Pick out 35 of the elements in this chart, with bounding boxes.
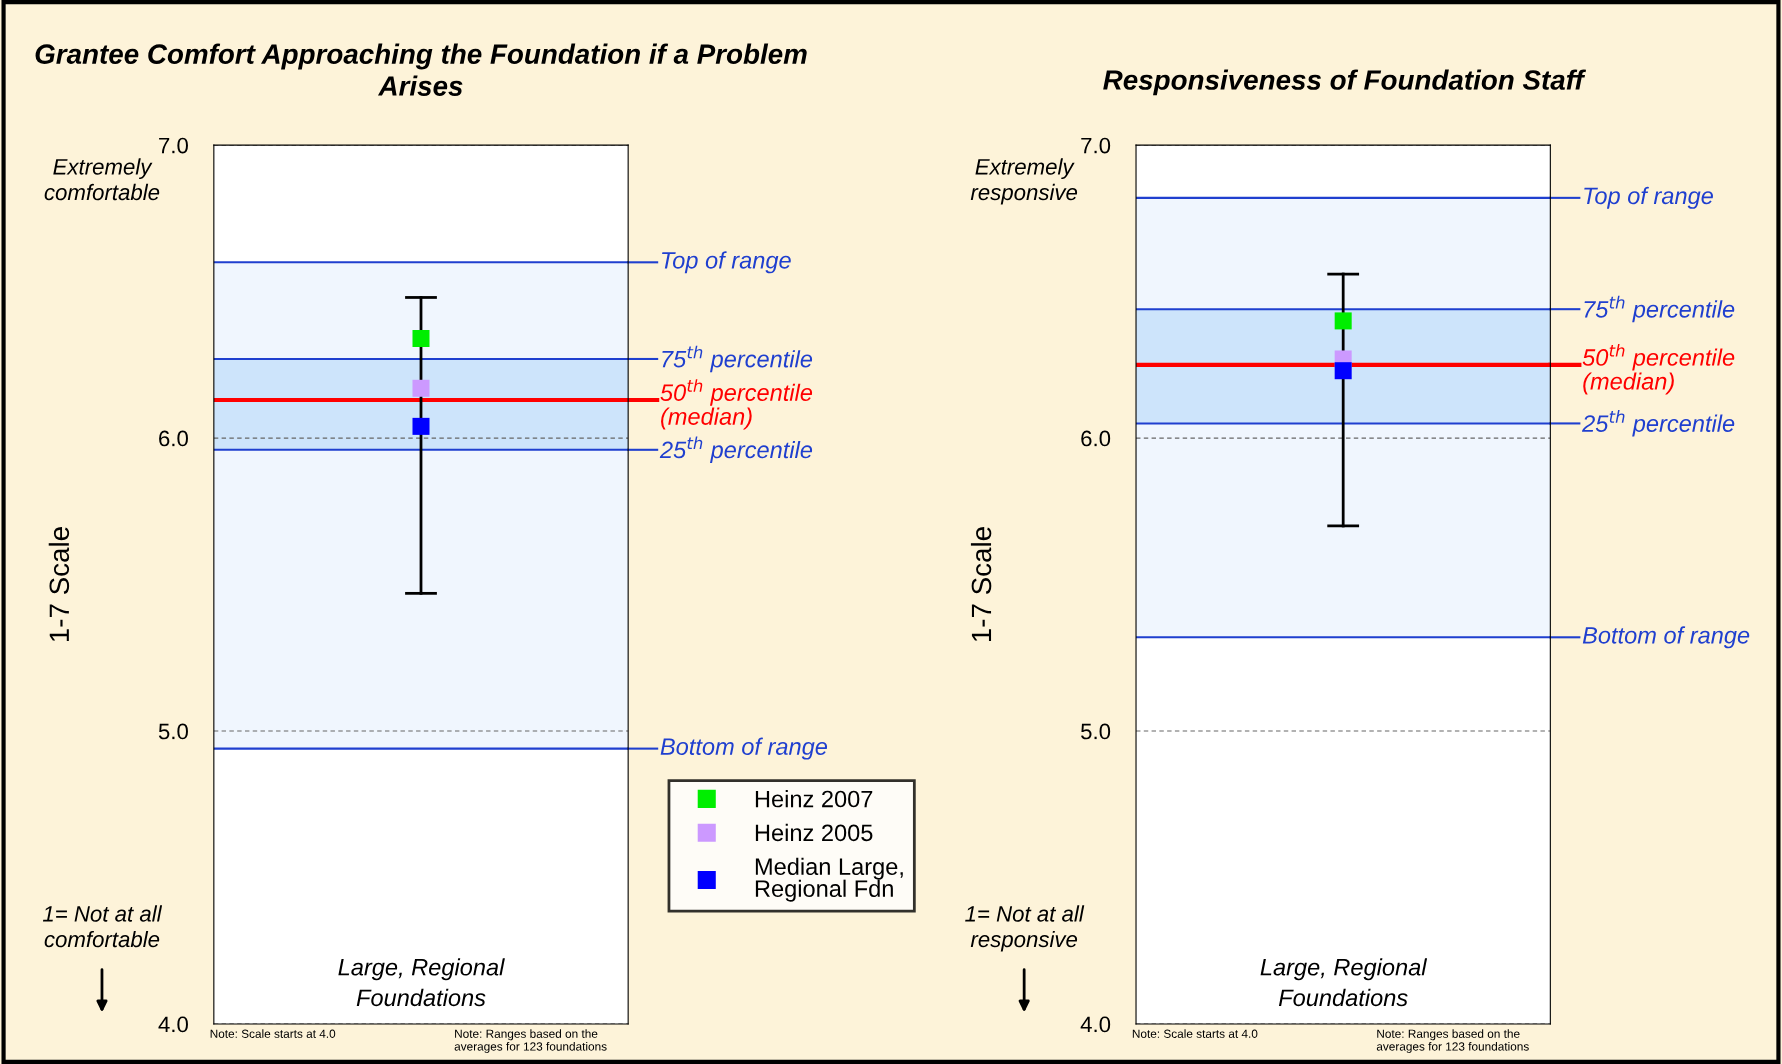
legend-label: Median Large, Regional Fdn <box>755 857 903 902</box>
ref-line-label: 75$^{th}$ percentile <box>1584 295 1735 323</box>
y-tick-label: 4.0 <box>1080 1016 1111 1033</box>
text: Extremely responsive <box>970 158 1078 205</box>
chart-title: Grantee Comfort Approaching the Foundation if a Problem Arises <box>35 43 807 96</box>
text: Note: Ranges based on the averages for 123 foundations <box>1376 1029 1529 1053</box>
chart-title: Responsiveness of Foundation Staff <box>1103 69 1587 96</box>
y-axis-title: 1-7 Scale <box>970 527 992 642</box>
annotation: Large, Regional Foundations <box>1260 958 1428 1007</box>
y-tick-label: 5.0 <box>1081 723 1111 740</box>
text: 1= Not at all responsive <box>965 905 1085 952</box>
text: Note: Ranges based on the averages for 123 foundations <box>454 1029 607 1053</box>
ref-line-label: 25$^{th}$ percentile <box>659 436 813 463</box>
ref-line-label: Bottom of range <box>660 737 828 760</box>
ref-line-label: Top of range <box>662 251 791 274</box>
ref-line-label: 50$^{th}$ percentile (median) <box>1582 344 1735 395</box>
ref-line-label: Top of range <box>1584 186 1713 209</box>
text: Extremely comfortable <box>44 158 160 201</box>
text: 1= Not at all comfortable <box>42 905 163 948</box>
y-tick-label: 6.0 <box>159 430 188 447</box>
ref-line-label: 75$^{th}$ percentile <box>662 345 813 373</box>
y-tick-label: 7.0 <box>159 137 188 154</box>
ref-line-label: Bottom of range <box>1582 626 1750 649</box>
y-axis-title: 1-7 Scale <box>48 527 70 642</box>
legend-label: Heinz 2005 <box>755 823 873 842</box>
y-tick-label: 6.0 <box>1081 430 1111 447</box>
y-tick-label: 7.0 <box>1081 137 1111 154</box>
y-tick-label: 4.0 <box>158 1016 188 1033</box>
text: Note: Scale starts at 4.0 <box>1132 1029 1258 1038</box>
annotation: Large, Regional Foundations <box>338 958 505 1007</box>
y-tick-label: 5.0 <box>158 723 188 740</box>
text: Note: Scale starts at 4.0 <box>210 1029 336 1038</box>
legend-label: Heinz 2007 <box>755 790 873 808</box>
ref-line-label: 50$^{th}$ percentile (median) <box>660 379 813 430</box>
ref-line-label: 25$^{th}$ percentile <box>1581 410 1735 437</box>
